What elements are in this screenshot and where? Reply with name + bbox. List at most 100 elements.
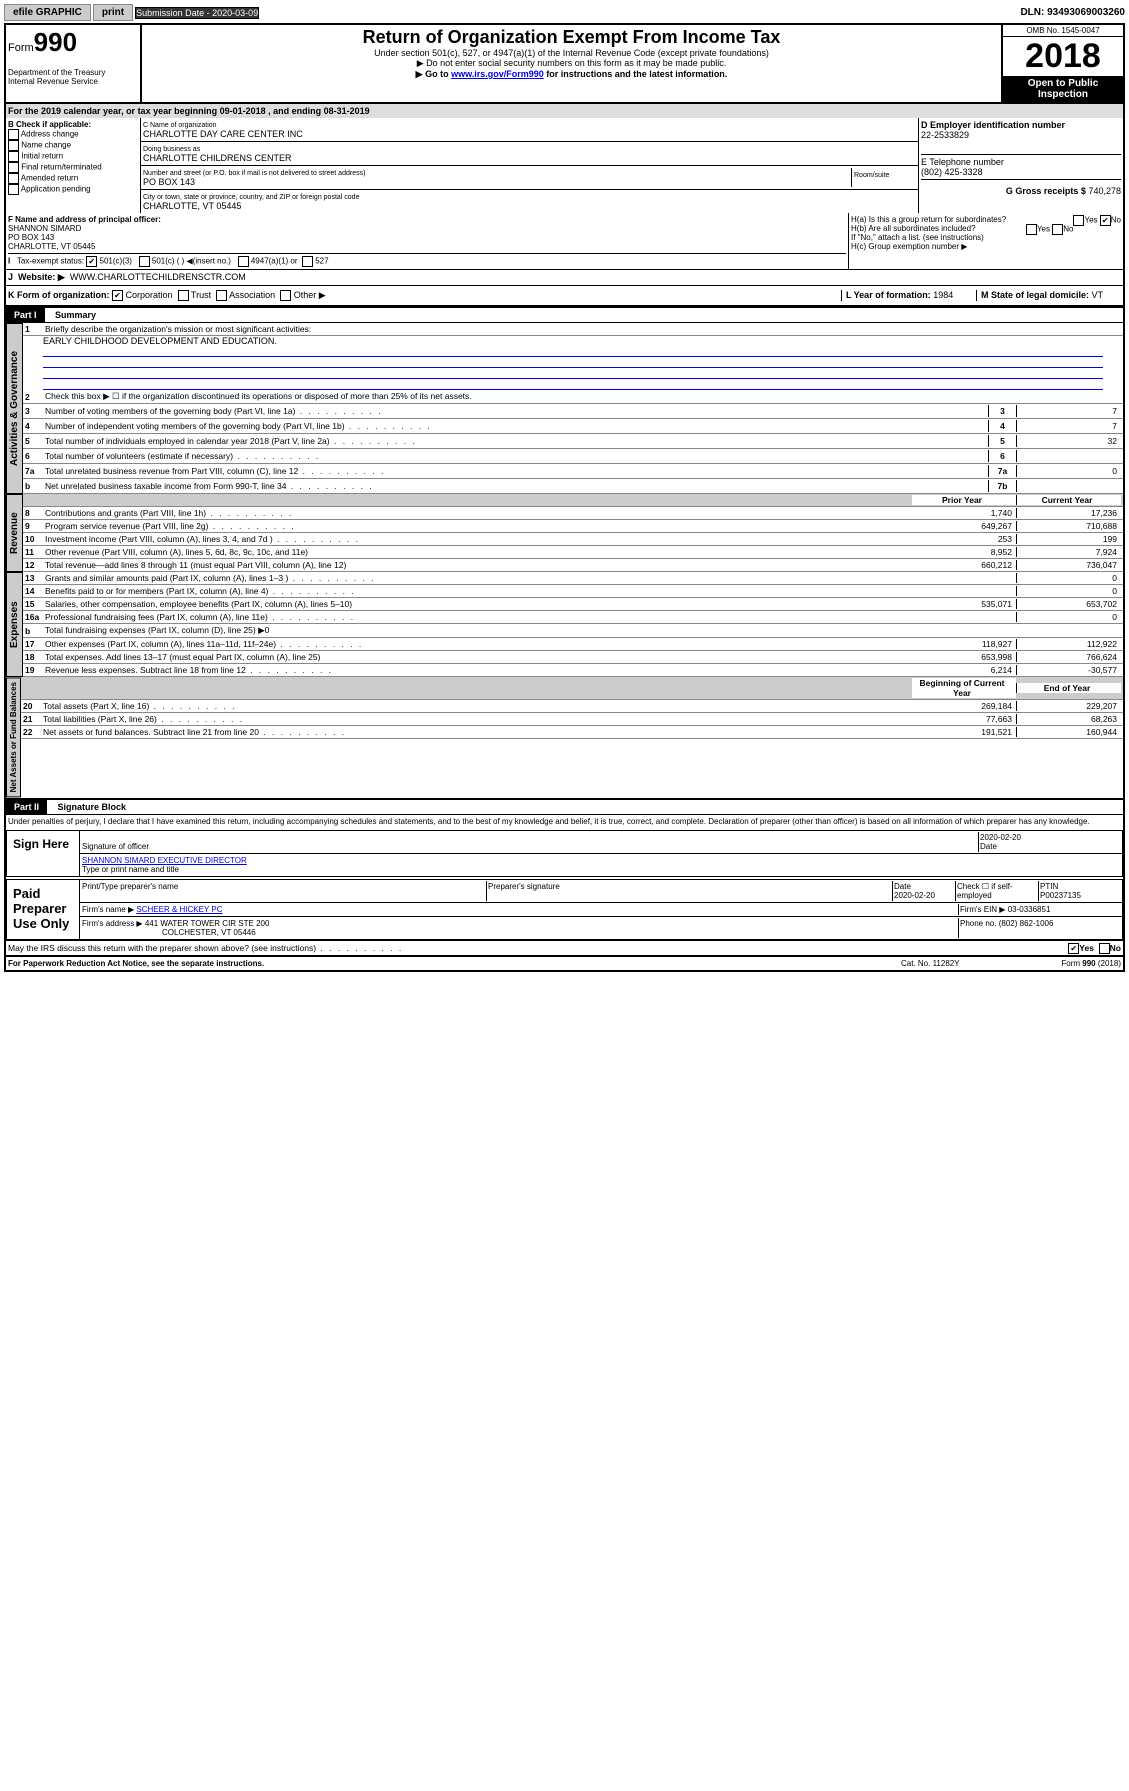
may-no: No (1110, 943, 1121, 953)
efile-btn[interactable]: efile GRAPHIC (4, 4, 91, 21)
c15: 653,702 (1016, 599, 1121, 609)
form-num: 990 (34, 27, 77, 57)
c-name-lbl: C Name of organization (143, 122, 217, 129)
print-btn[interactable]: print (93, 4, 133, 21)
form-title: Return of Organization Exempt From Incom… (144, 27, 999, 48)
k-lbl: K Form of organization: (8, 290, 110, 300)
l20: Total assets (Part X, line 16) (43, 701, 912, 711)
may-yes: Yes (1079, 943, 1094, 953)
chk-hb-no[interactable] (1052, 224, 1063, 235)
dln-lbl: DLN: (1020, 7, 1047, 18)
chk-name[interactable] (8, 140, 19, 151)
chk-501c[interactable] (139, 256, 150, 267)
chk-may-yes[interactable]: ✔ (1068, 943, 1079, 954)
chk-final[interactable] (8, 162, 19, 173)
c8: 17,236 (1016, 508, 1121, 518)
p15: 535,071 (912, 599, 1016, 609)
l11: Other revenue (Part VIII, column (A), li… (45, 547, 912, 557)
p20: 269,184 (912, 701, 1016, 711)
l3: Number of voting members of the governin… (45, 406, 988, 416)
k-other: Other ▶ (294, 290, 326, 300)
c-city: CHARLOTTE, VT 05445 (143, 201, 241, 211)
eoy-hdr: End of Year (1016, 683, 1121, 693)
l7b: Net unrelated business taxable income fr… (45, 481, 988, 491)
chk-may-no[interactable] (1099, 943, 1110, 954)
part2-title: Part II (6, 800, 47, 814)
chk-other[interactable] (280, 290, 291, 301)
g-lbl: G Gross receipts $ (1006, 186, 1086, 196)
j-val: WWW.CHARLOTTECHILDRENSCTR.COM (70, 272, 246, 283)
p9: 649,267 (912, 521, 1016, 531)
l16b: Total fundraising expenses (Part IX, col… (45, 625, 912, 636)
irs: Internal Revenue Service (8, 77, 138, 86)
p21: 77,663 (912, 714, 1016, 724)
sub1: Under section 501(c), 527, or 4947(a)(1)… (144, 48, 999, 58)
l1: Briefly describe the organization's miss… (45, 324, 1121, 334)
irs-link[interactable]: www.irs.gov/Form990 (451, 69, 544, 79)
ul4 (43, 379, 1103, 390)
i-lbl: Tax-exempt status: (17, 257, 84, 266)
chk-assoc[interactable] (216, 290, 227, 301)
l21: Total liabilities (Part X, line 26) (43, 714, 912, 724)
c18: 766,624 (1016, 652, 1121, 662)
form-word: Form (8, 42, 34, 54)
i-c: 501(c) ( ) ◀(insert no.) (152, 257, 231, 266)
dln-val: 93493069003260 (1047, 7, 1125, 18)
l12: Total revenue—add lines 8 through 11 (mu… (45, 560, 912, 570)
curr-hdr: Current Year (1016, 495, 1121, 505)
footer: For Paperwork Reduction Act Notice, see … (6, 955, 1123, 970)
i-527: 527 (315, 257, 328, 266)
pdate: 2020-02-20 (894, 891, 935, 900)
omb: OMB No. 1545-0047 (1003, 25, 1123, 37)
chk-amend[interactable] (8, 173, 19, 184)
chk-addr[interactable] (8, 129, 19, 140)
chk-ha-no[interactable]: ✔ (1100, 215, 1111, 226)
prior-hdr: Prior Year (912, 495, 1016, 505)
l13: Grants and similar amounts paid (Part IX… (45, 573, 912, 583)
fein-lbl: Firm's EIN ▶ (960, 905, 1005, 914)
part1-title: Part I (6, 308, 45, 322)
tax-year: 2018 (1003, 37, 1123, 76)
chk-527[interactable] (302, 256, 313, 267)
expenses: Expenses 13Grants and similar amounts pa… (6, 572, 1123, 677)
chk-hb-yes[interactable] (1026, 224, 1037, 235)
l18: Total expenses. Add lines 13–17 (must eq… (45, 652, 912, 662)
c-city-lbl: City or town, state or province, country… (143, 194, 359, 201)
section-fhi: F Name and address of principal officer:… (6, 213, 1123, 270)
sub2: ▶ Do not enter social security numbers o… (144, 58, 999, 69)
chk-trust[interactable] (178, 290, 189, 301)
c16a: 0 (1016, 612, 1121, 622)
chk-4947[interactable] (238, 256, 249, 267)
date-lbl: Date (980, 842, 997, 851)
ul3 (43, 368, 1103, 379)
v5: 32 (1017, 436, 1121, 446)
sig-date: 2020-02-20 (980, 833, 1021, 842)
firm-name[interactable]: SCHEER & HICKEY PC (136, 905, 222, 914)
tab-rev: Revenue (6, 494, 23, 572)
m-val: VT (1092, 290, 1104, 300)
subdate-lbl: Submission Date - (136, 8, 212, 18)
ha-no: No (1111, 216, 1121, 225)
c20: 229,207 (1016, 701, 1121, 711)
officer-name[interactable]: SHANNON SIMARD EXECUTIVE DIRECTOR (82, 856, 247, 865)
dept: Department of the Treasury (8, 68, 138, 77)
ha: H(a) Is this a group return for subordin… (851, 215, 1006, 224)
declaration: Under penalties of perjury, I declare th… (6, 815, 1123, 828)
chk-corp[interactable]: ✔ (112, 290, 123, 301)
c-room-lbl: Room/suite (854, 172, 889, 179)
hb-yes: Yes (1037, 225, 1050, 234)
c11: 7,924 (1016, 547, 1121, 557)
chk-app[interactable] (8, 184, 19, 195)
l17: Other expenses (Part IX, column (A), lin… (45, 639, 912, 649)
ul1 (43, 346, 1103, 357)
l19: Revenue less expenses. Subtract line 18 … (45, 665, 912, 675)
tab-net: Net Assets or Fund Balances (6, 677, 21, 797)
chk-501c3[interactable]: ✔ (86, 256, 97, 267)
hdr-right: OMB No. 1545-0047 2018 Open to Public In… (1001, 25, 1123, 102)
l7a: Total unrelated business revenue from Pa… (45, 466, 988, 476)
chk-init[interactable] (8, 151, 19, 162)
section-bcdefgh: B Check if applicable: Address change Na… (6, 118, 1123, 213)
chk-ha-yes[interactable] (1073, 215, 1084, 226)
l-lbl: L Year of formation: (846, 290, 931, 300)
c-name: CHARLOTTE DAY CARE CENTER INC (143, 129, 303, 139)
